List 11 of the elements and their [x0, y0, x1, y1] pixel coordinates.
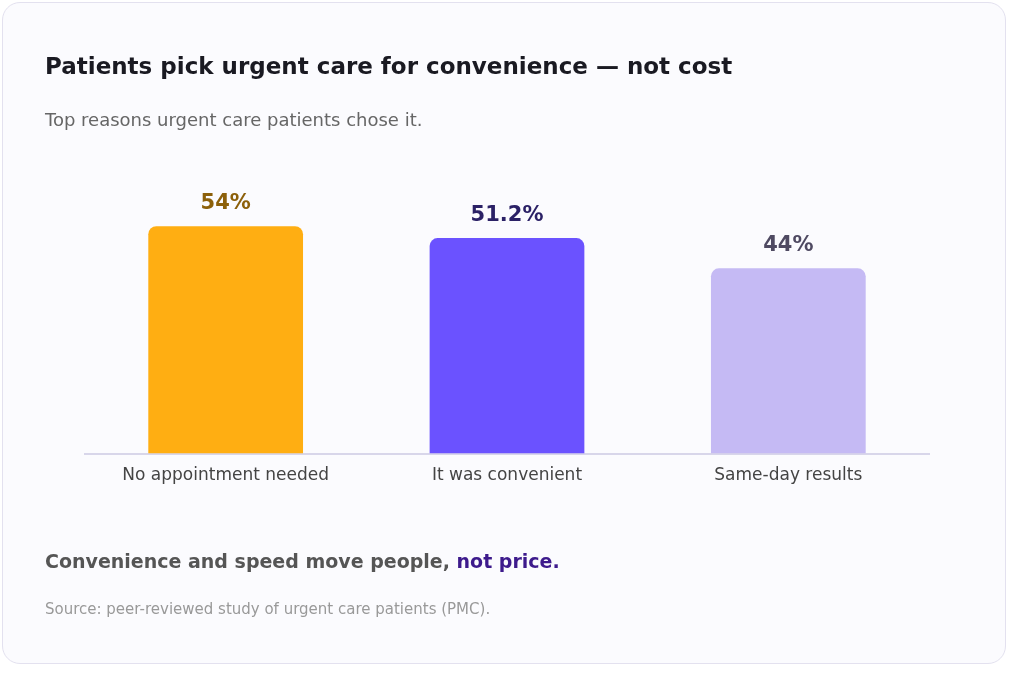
x-tick-label: Same-day results	[714, 464, 863, 485]
text: Convenience and speed move people,	[45, 550, 450, 572]
data-label: 51.2%	[470, 202, 544, 226]
chart-subtitle: Top reasons urgent care patients chose it.	[45, 109, 423, 130]
x-tick-label: It was convenient	[431, 464, 583, 485]
chart-title: Patients pick urgent care for convenience — not cost	[45, 53, 733, 79]
data-label: 44%	[763, 232, 814, 257]
x-tick-label: No appointment needed	[122, 464, 330, 485]
text: not price.	[456, 550, 560, 572]
source-note: Source: peer-reviewed study of urgent care patients (PMC).	[45, 600, 491, 618]
data-label: 54%	[200, 190, 251, 215]
